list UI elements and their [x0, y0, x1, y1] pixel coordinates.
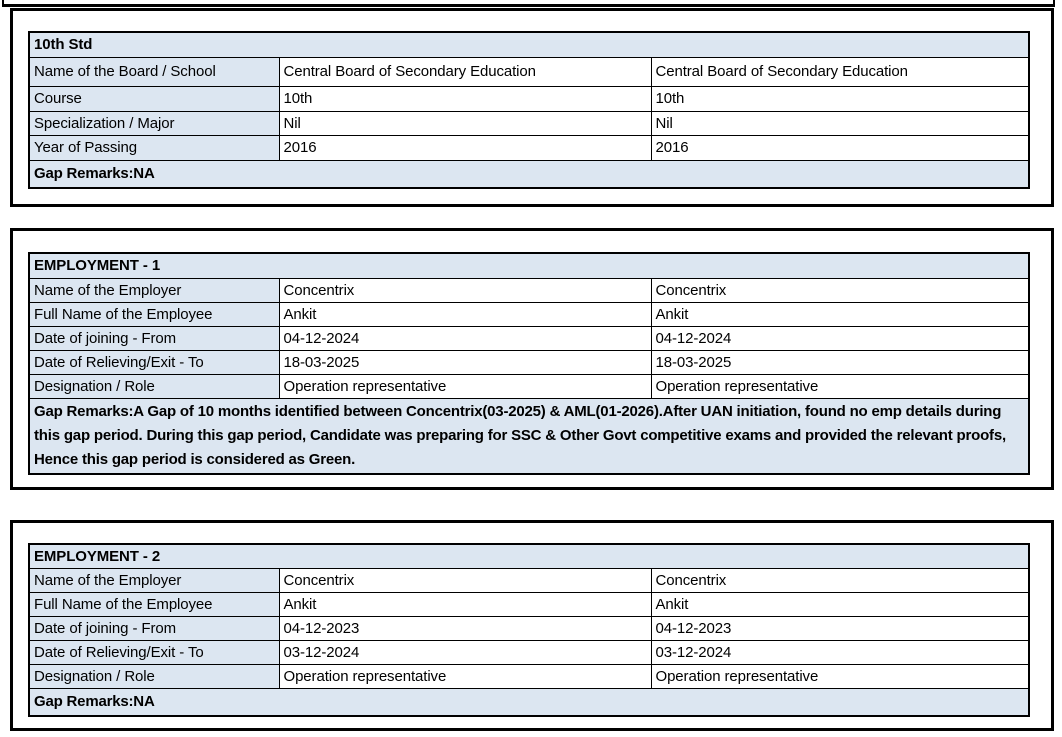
section-title: EMPLOYMENT - 2: [28, 543, 1030, 569]
row-value-1: Concentrix: [278, 567, 652, 593]
row-value-2: 18-03-2025: [650, 349, 1030, 375]
row-value-1: Operation representative: [278, 663, 652, 689]
row-value-1: 04-12-2024: [278, 325, 652, 351]
table-row: EMPLOYMENT - 1: [28, 252, 1030, 279]
table-row: Specialization / Major Nil Nil: [28, 110, 1030, 136]
education-table: 10th Std Name of the Board / School Cent…: [28, 31, 1031, 189]
row-value-2: Operation representative: [650, 373, 1030, 399]
table-row: Date of joining - From 04-12-2023 04-12-…: [28, 615, 1030, 641]
row-value-1: Operation representative: [278, 373, 652, 399]
row-value-1: Concentrix: [278, 277, 652, 303]
gap-remarks: Gap Remarks:NA: [28, 687, 1030, 716]
employment-1-table: EMPLOYMENT - 1 Name of the Employer Conc…: [28, 252, 1031, 475]
row-value-2: Ankit: [650, 591, 1030, 617]
row-value-2: Central Board of Secondary Education: [650, 56, 1030, 87]
section-title: EMPLOYMENT - 1: [28, 252, 1030, 279]
table-row: Gap Remarks:A Gap of 10 months identifie…: [28, 397, 1030, 474]
employment-2-section-frame: EMPLOYMENT - 2 Name of the Employer Conc…: [10, 520, 1054, 731]
row-value-1: Ankit: [278, 301, 652, 327]
row-value-2: Nil: [650, 110, 1030, 136]
row-value-2: 04-12-2023: [650, 615, 1030, 641]
row-label: Name of the Employer: [28, 567, 280, 593]
row-label: Specialization / Major: [28, 110, 280, 136]
row-label: Name of the Employer: [28, 277, 280, 303]
table-row: Date of Relieving/Exit - To 03-12-2024 0…: [28, 639, 1030, 665]
row-label: Designation / Role: [28, 663, 280, 689]
row-value-2: Concentrix: [650, 567, 1030, 593]
employment-1-section-frame: EMPLOYMENT - 1 Name of the Employer Conc…: [10, 228, 1054, 490]
row-value-2: 10th: [650, 85, 1030, 112]
row-value-1: 18-03-2025: [278, 349, 652, 375]
row-value-1: 10th: [278, 85, 652, 112]
row-value-1: 2016: [278, 134, 652, 161]
table-row: Designation / Role Operation representat…: [28, 663, 1030, 689]
table-row: Date of Relieving/Exit - To 18-03-2025 1…: [28, 349, 1030, 375]
row-label: Date of Relieving/Exit - To: [28, 639, 280, 665]
row-value-2: Operation representative: [650, 663, 1030, 689]
table-row: Gap Remarks:NA: [28, 687, 1030, 716]
table-row: Course 10th 10th: [28, 85, 1030, 112]
row-value-1: 03-12-2024: [278, 639, 652, 665]
row-label: Year of Passing: [28, 134, 280, 161]
table-row: Name of the Employer Concentrix Concentr…: [28, 567, 1030, 593]
row-label: Full Name of the Employee: [28, 301, 280, 327]
row-value-2: 03-12-2024: [650, 639, 1030, 665]
table-row: 10th Std: [28, 31, 1030, 58]
row-label: Designation / Role: [28, 373, 280, 399]
table-row: Full Name of the Employee Ankit Ankit: [28, 591, 1030, 617]
row-value-2: Concentrix: [650, 277, 1030, 303]
row-value-1: Ankit: [278, 591, 652, 617]
table-row: Designation / Role Operation representat…: [28, 373, 1030, 399]
table-row: Year of Passing 2016 2016: [28, 134, 1030, 161]
row-value-1: Nil: [278, 110, 652, 136]
previous-frame-cut-edge: [2, 0, 1055, 7]
section-title: 10th Std: [28, 31, 1030, 58]
row-value-2: 2016: [650, 134, 1030, 161]
row-label: Date of Relieving/Exit - To: [28, 349, 280, 375]
employment-2-table: EMPLOYMENT - 2 Name of the Employer Conc…: [28, 543, 1031, 717]
table-row: Full Name of the Employee Ankit Ankit: [28, 301, 1030, 327]
row-label: Name of the Board / School: [28, 56, 280, 87]
gap-remarks: Gap Remarks:NA: [28, 159, 1030, 188]
row-value-1: Central Board of Secondary Education: [278, 56, 652, 87]
row-value-2: 04-12-2024: [650, 325, 1030, 351]
gap-remarks: Gap Remarks:A Gap of 10 months identifie…: [28, 397, 1030, 474]
row-value-1: 04-12-2023: [278, 615, 652, 641]
row-label: Course: [28, 85, 280, 112]
row-value-2: Ankit: [650, 301, 1030, 327]
row-label: Full Name of the Employee: [28, 591, 280, 617]
table-row: Name of the Employer Concentrix Concentr…: [28, 277, 1030, 303]
table-row: Date of joining - From 04-12-2024 04-12-…: [28, 325, 1030, 351]
row-label: Date of joining - From: [28, 325, 280, 351]
table-row: Gap Remarks:NA: [28, 159, 1030, 188]
table-row: EMPLOYMENT - 2: [28, 543, 1030, 569]
table-row: Name of the Board / School Central Board…: [28, 56, 1030, 87]
row-label: Date of joining - From: [28, 615, 280, 641]
education-section-frame: 10th Std Name of the Board / School Cent…: [10, 8, 1054, 207]
